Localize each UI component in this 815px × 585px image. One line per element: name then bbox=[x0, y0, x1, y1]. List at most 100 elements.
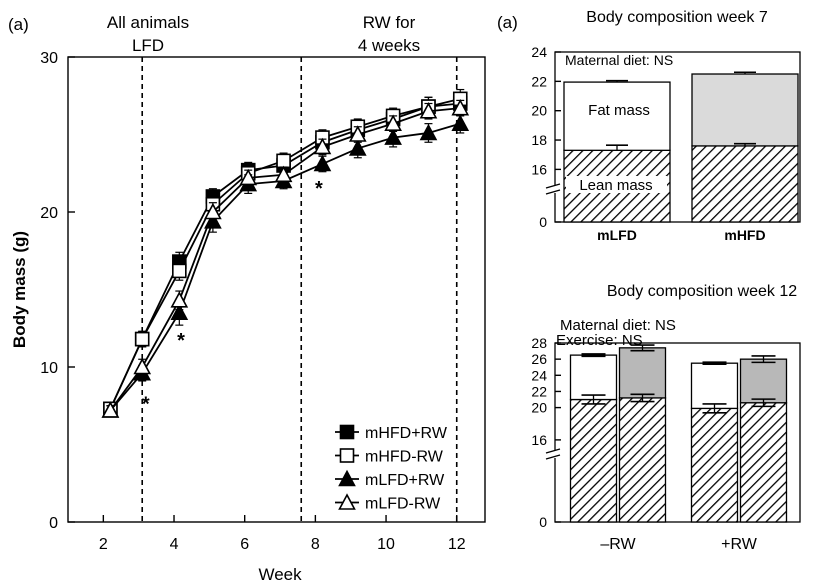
y-tick-label-b2: 26 bbox=[531, 351, 547, 367]
x-tick-label-a: 6 bbox=[240, 536, 249, 553]
data-point bbox=[170, 303, 189, 321]
plot-frame-b1 bbox=[554, 51, 801, 223]
x-category-label-b1: mHFD bbox=[724, 227, 765, 243]
x-tick-label-a: 8 bbox=[311, 536, 320, 553]
legend-label: mHFD-RW bbox=[365, 449, 444, 466]
x-axis-label-a: Week bbox=[258, 565, 302, 584]
x-tick-label-a: 2 bbox=[99, 536, 108, 553]
segment-label-bg bbox=[566, 176, 667, 193]
segment-label-lean-mass: Lean mass bbox=[579, 177, 652, 194]
axis-break-mark bbox=[545, 454, 561, 460]
data-point bbox=[239, 168, 258, 186]
y-tick-label-b2: 20 bbox=[531, 400, 547, 416]
x-category-label-b2: +RW bbox=[721, 536, 758, 553]
data-point bbox=[419, 102, 438, 119]
panel-label-a: (a) bbox=[8, 15, 29, 34]
plot-frame-a bbox=[67, 56, 486, 523]
y-tick-label-b2: 16 bbox=[531, 432, 547, 448]
data-point bbox=[338, 493, 356, 510]
bar-fat-mass bbox=[618, 347, 667, 399]
data-point bbox=[348, 139, 367, 156]
y-tick-label-b1: 22 bbox=[531, 73, 547, 89]
legend-label: mLFD-RW bbox=[365, 496, 441, 513]
series-mHFD+RW bbox=[103, 93, 468, 417]
y-tick-label-b1: 0 bbox=[539, 214, 547, 230]
x-category-label-b1: mLFD bbox=[597, 227, 637, 243]
data-point bbox=[339, 448, 355, 463]
y-tick-label-a: 0 bbox=[49, 515, 58, 532]
data-point bbox=[134, 331, 150, 347]
series-mHFD-RW bbox=[103, 88, 468, 417]
x-tick-label-a: 10 bbox=[377, 536, 395, 553]
bar-fat-mass bbox=[563, 81, 671, 151]
bar-lean-mass bbox=[739, 402, 788, 523]
significance-asterisk: * bbox=[177, 330, 185, 352]
y-tick-label-b2: 28 bbox=[531, 335, 547, 351]
annotation-maternal-diet-w12: Maternal diet: NS bbox=[560, 317, 676, 334]
chart-title-week12: Body composition week 12 bbox=[607, 283, 797, 300]
annotation-4-weeks: 4 weeks bbox=[358, 36, 420, 55]
axis-break-mark bbox=[545, 189, 561, 195]
y-tick-label-a: 10 bbox=[40, 360, 58, 377]
y-tick-label-b1: 16 bbox=[531, 161, 547, 177]
y-tick-label-b2: 22 bbox=[531, 383, 547, 399]
data-point bbox=[204, 202, 222, 220]
data-point bbox=[348, 125, 367, 142]
bar-lean-mass bbox=[691, 145, 799, 223]
y-tick-label-a: 20 bbox=[40, 205, 58, 222]
bar-lean-mass bbox=[690, 407, 739, 523]
data-point bbox=[313, 137, 332, 155]
bar-fat-mass bbox=[691, 73, 799, 147]
bar-fat-mass bbox=[739, 358, 788, 404]
plot-frame-b2 bbox=[554, 342, 801, 523]
data-point bbox=[451, 114, 470, 131]
x-tick-label-a: 4 bbox=[170, 536, 179, 553]
data-point bbox=[276, 153, 291, 169]
data-point bbox=[384, 114, 402, 131]
significance-asterisk: * bbox=[142, 393, 150, 415]
data-point bbox=[451, 98, 470, 116]
data-point bbox=[170, 291, 189, 308]
data-point bbox=[339, 424, 355, 440]
legend-label: mLFD+RW bbox=[365, 472, 445, 489]
y-tick-label-b1: 24 bbox=[531, 44, 547, 60]
axis-break-gap bbox=[547, 450, 559, 458]
annotation-lfd: LFD bbox=[132, 36, 164, 55]
bar-lean-mass bbox=[569, 398, 618, 523]
x-category-label-b2: –RW bbox=[600, 536, 636, 553]
y-tick-label-b1: 18 bbox=[531, 132, 547, 148]
annotation-rw-for: RW for bbox=[363, 13, 416, 32]
y-axis-label-a: Body mass (g) bbox=[10, 231, 29, 348]
bar-fat-mass bbox=[690, 362, 739, 410]
chart-title-week7: Body composition week 7 bbox=[586, 9, 768, 26]
legend-a: mHFD+RW mHFD-RW mLFD+RW mLFD-RW bbox=[335, 424, 448, 513]
annotation-exercise: Exercise: NS bbox=[556, 332, 643, 349]
data-point bbox=[313, 154, 332, 172]
x-tick-label-a: 12 bbox=[448, 536, 466, 553]
series-line bbox=[109, 102, 461, 410]
data-point bbox=[384, 128, 402, 145]
legend-label: mHFD+RW bbox=[365, 425, 448, 442]
significance-asterisk: * bbox=[315, 178, 323, 200]
axis-break-mark bbox=[545, 183, 561, 189]
axis-break-gap bbox=[547, 185, 559, 193]
y-tick-label-b2: 0 bbox=[539, 514, 547, 530]
data-point bbox=[101, 401, 120, 418]
panel-label-b: (a) bbox=[497, 13, 518, 32]
data-point bbox=[172, 263, 187, 279]
annotation-all-animals: All animals bbox=[107, 13, 189, 32]
bar-lean-mass bbox=[618, 397, 667, 523]
y-tick-label-a: 30 bbox=[40, 50, 58, 67]
axis-break-mark bbox=[545, 448, 561, 454]
y-tick-label-b1: 20 bbox=[531, 103, 547, 119]
annotation-maternal-diet-w7: Maternal diet: NS bbox=[565, 52, 673, 68]
data-point bbox=[419, 123, 438, 141]
data-point bbox=[274, 165, 293, 183]
data-point bbox=[133, 357, 152, 375]
segment-label-fat-mass: Fat mass bbox=[588, 102, 650, 119]
series-mLFD-RW bbox=[101, 98, 470, 418]
series-line bbox=[109, 97, 461, 410]
bar-fat-mass bbox=[569, 354, 618, 401]
y-tick-label-b2: 24 bbox=[531, 367, 547, 383]
